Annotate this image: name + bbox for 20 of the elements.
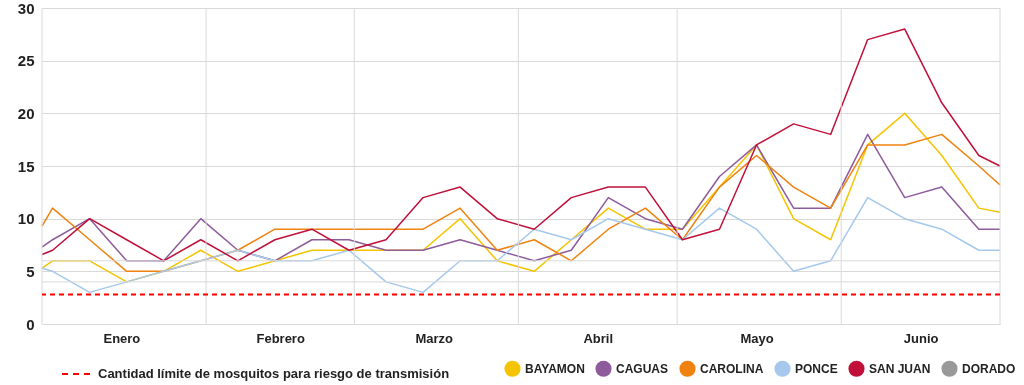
x-tick-label: Junio	[903, 330, 939, 346]
x-tick-label: Febrero	[256, 330, 305, 346]
x-tick-label: Abril	[583, 330, 614, 346]
legend-label: BAYAMON	[525, 361, 585, 376]
legend-label: CAGUAS	[616, 361, 669, 376]
legend-label: CAROLINA	[700, 361, 764, 376]
y-tick-label: 15	[17, 157, 35, 175]
y-tick-label: 30	[17, 0, 35, 17]
legend-label: Cantidad límite de mosquitos para riesgo de transmisión	[98, 366, 450, 381]
y-tick-label: 25	[17, 52, 35, 70]
legend-label: DORADO	[962, 361, 1016, 376]
y-tick-label: 20	[17, 104, 35, 122]
y-tick-label: 5	[26, 262, 35, 280]
x-tick-label: Marzo	[415, 330, 454, 346]
y-tick-label: 10	[17, 210, 35, 228]
x-tick-label: Enero	[103, 330, 141, 346]
x-tick-label: Mayo	[740, 330, 774, 346]
y-tick-label: 0	[26, 315, 35, 333]
legend-label: PONCE	[795, 361, 838, 376]
legend-label: SAN JUAN	[869, 361, 931, 376]
